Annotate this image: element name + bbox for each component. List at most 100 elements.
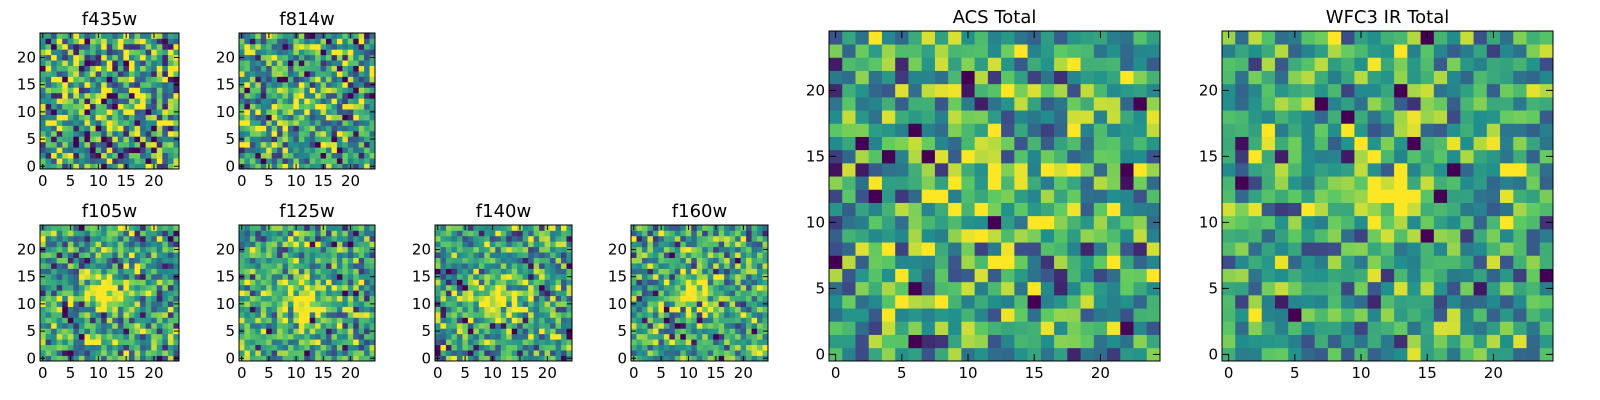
heatmap-cell xyxy=(1327,163,1342,177)
heatmap-cell xyxy=(522,350,529,356)
heatmap-cell xyxy=(56,103,63,110)
heatmap-cell xyxy=(751,241,758,248)
heatmap-cell xyxy=(1222,189,1236,203)
heatmap-cell xyxy=(566,279,573,286)
heatmap-cell xyxy=(517,350,524,356)
heatmap-cell xyxy=(369,98,376,105)
heatmap-cell xyxy=(478,339,485,346)
heatmap-cell xyxy=(358,295,365,302)
heatmap-cell xyxy=(489,301,496,307)
heatmap-cell xyxy=(561,252,567,258)
heatmap-cell xyxy=(1222,334,1236,349)
heatmap-cell xyxy=(282,268,289,275)
heatmap-cell xyxy=(1120,83,1134,98)
heatmap-cell xyxy=(271,312,278,318)
heatmap-cell xyxy=(255,252,262,258)
heatmap-cell xyxy=(62,230,69,237)
y-tick-label: 20 xyxy=(17,48,36,66)
heatmap-cell xyxy=(881,334,896,349)
heatmap-cell xyxy=(473,312,480,318)
heatmap-cell xyxy=(358,257,365,264)
heatmap-cell xyxy=(95,60,102,66)
heatmap-cell xyxy=(451,257,458,264)
heatmap-cell xyxy=(685,284,692,291)
heatmap-cell xyxy=(84,225,91,231)
heatmap-cell xyxy=(106,290,113,297)
heatmap-cell xyxy=(1539,202,1554,217)
heatmap-cell xyxy=(40,120,46,126)
heatmap-cell xyxy=(696,257,703,264)
heatmap-cell xyxy=(539,225,545,231)
heatmap-cell xyxy=(1327,202,1342,217)
heatmap-cell xyxy=(842,83,856,98)
heatmap-cell xyxy=(566,322,573,329)
heatmap-cell xyxy=(696,301,703,307)
heatmap-cell xyxy=(358,235,365,242)
heatmap-cell xyxy=(1054,189,1068,203)
heatmap-cell xyxy=(1301,334,1316,349)
heatmap-cell xyxy=(1107,255,1121,269)
heatmap-cell xyxy=(855,57,870,71)
heatmap-cell xyxy=(680,328,687,335)
heatmap-cell xyxy=(45,109,52,115)
heatmap-cell xyxy=(647,317,654,324)
heatmap-cell xyxy=(641,317,648,324)
heatmap-cell xyxy=(287,98,294,105)
heatmap-cell xyxy=(1093,321,1108,335)
heatmap-cell xyxy=(342,344,349,351)
heatmap-cell xyxy=(364,125,370,132)
heatmap-cell xyxy=(506,230,513,237)
heatmap-cell xyxy=(315,235,321,242)
heatmap-cell xyxy=(358,114,365,121)
heatmap-cell xyxy=(1261,268,1276,283)
heatmap-cell xyxy=(347,147,354,154)
heatmap-cell xyxy=(1447,321,1461,335)
heatmap-cell xyxy=(260,355,267,362)
heatmap-cell xyxy=(173,290,180,297)
heatmap-cell xyxy=(67,76,74,83)
heatmap-cell xyxy=(663,284,670,291)
heatmap-cell xyxy=(663,301,670,307)
heatmap-cell xyxy=(358,38,365,45)
heatmap-cell xyxy=(1054,110,1068,124)
heatmap-cell xyxy=(1093,57,1108,71)
heatmap-cell xyxy=(293,268,300,275)
heatmap-cell xyxy=(533,317,540,324)
heatmap-cell xyxy=(435,317,441,324)
heatmap-cell xyxy=(489,322,496,329)
heatmap-cell xyxy=(123,92,130,99)
heatmap-cell xyxy=(895,57,909,71)
heatmap-cell xyxy=(353,273,360,280)
heatmap-cell xyxy=(895,97,909,111)
heatmap-cell xyxy=(1394,242,1408,256)
heatmap-cell xyxy=(908,149,923,164)
heatmap-cell xyxy=(528,230,534,237)
heatmap-cell xyxy=(829,123,843,137)
heatmap-cell xyxy=(101,54,108,61)
x-tick-label: 0 xyxy=(629,364,639,382)
heatmap-cell xyxy=(353,60,360,66)
heatmap-cell xyxy=(948,255,962,269)
heatmap-cell xyxy=(1367,308,1382,322)
heatmap-cell xyxy=(67,109,74,115)
heatmap-cell xyxy=(282,284,289,291)
heatmap-cell xyxy=(45,268,52,275)
heatmap-cell xyxy=(167,81,174,88)
heatmap-cell xyxy=(691,312,698,318)
heatmap-cell xyxy=(1407,149,1421,164)
heatmap-cell xyxy=(84,54,91,61)
heatmap-cell xyxy=(128,114,135,121)
heatmap-cell xyxy=(1080,110,1095,124)
heatmap-cell xyxy=(95,87,102,94)
heatmap-cell xyxy=(309,225,316,231)
heatmap-cell xyxy=(1040,123,1055,137)
heatmap-cell xyxy=(539,339,545,346)
heatmap-cell xyxy=(101,109,108,115)
heatmap-cell xyxy=(934,347,949,362)
heatmap-cell xyxy=(539,263,545,269)
heatmap-cell xyxy=(674,263,681,269)
heatmap-cell xyxy=(140,230,146,237)
heatmap-cell xyxy=(1513,268,1527,283)
heatmap-cell xyxy=(271,163,278,170)
heatmap-cell xyxy=(62,241,69,248)
